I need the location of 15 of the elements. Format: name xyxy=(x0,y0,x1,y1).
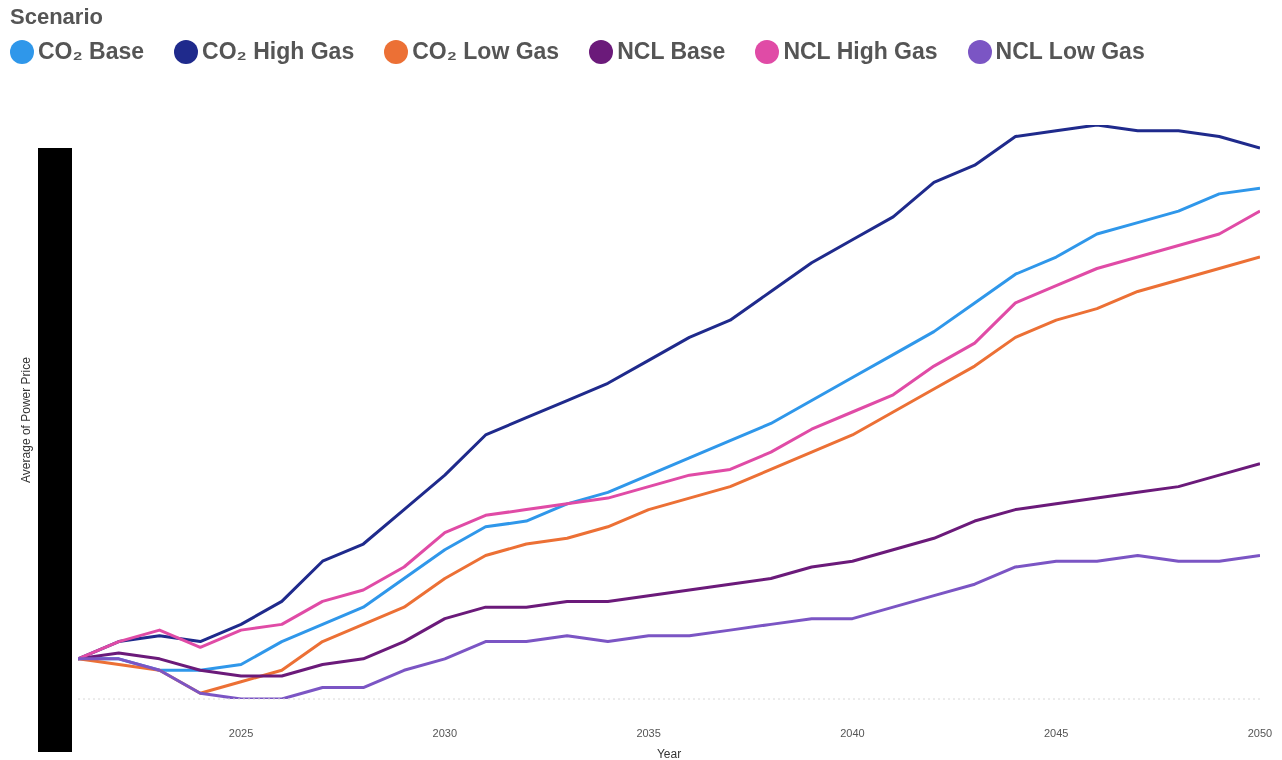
legend-title: Scenario xyxy=(10,4,104,30)
x-tick-label: 2040 xyxy=(840,726,865,739)
x-tick-label: 2045 xyxy=(1043,726,1069,739)
legend-label: CO₂ Base xyxy=(38,38,145,65)
legend-label: NCL Low Gas xyxy=(995,38,1145,65)
x-tick-label: 2030 xyxy=(432,726,458,739)
legend-label: CO₂ High Gas xyxy=(202,38,355,65)
y-axis-title: Average of Power Price xyxy=(19,356,33,483)
legend-label: NCL Base xyxy=(617,38,726,65)
x-axis-title: Year xyxy=(656,747,682,760)
legend-label: CO₂ Low Gas xyxy=(412,38,560,65)
x-tick-label: 2025 xyxy=(228,726,254,739)
x-tick-label: 2035 xyxy=(636,726,661,739)
x-tick-label: 2050 xyxy=(1247,726,1273,739)
legend-label: NCL High Gas xyxy=(783,38,938,65)
